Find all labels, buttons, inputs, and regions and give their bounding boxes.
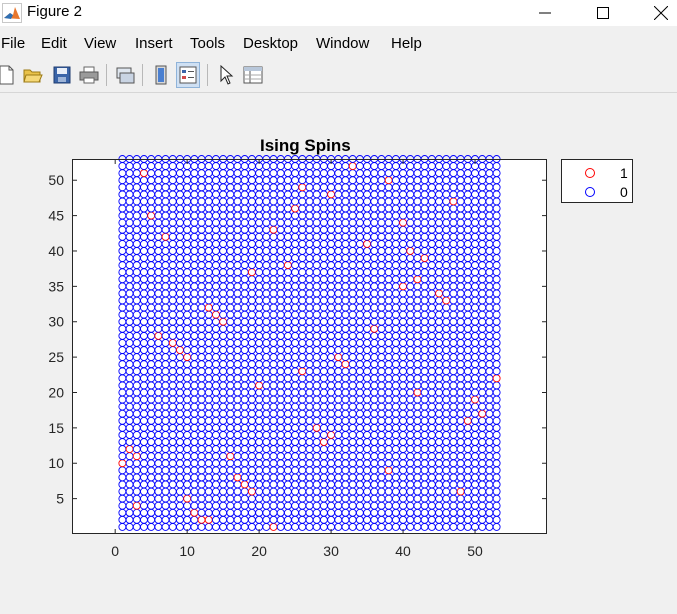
- toolbar-separator: [142, 64, 143, 86]
- menu-file[interactable]: File: [1, 35, 26, 52]
- edit-plot-arrow-icon: [220, 65, 234, 85]
- property-inspector-icon: [243, 66, 263, 84]
- legend-icon: [179, 66, 197, 84]
- menu-tools[interactable]: Tools: [190, 35, 226, 52]
- open-file-icon: [23, 69, 43, 83]
- toolbar-separator: [106, 64, 107, 86]
- new-figure-button[interactable]: [0, 62, 18, 88]
- toolbar-separator: [207, 64, 208, 86]
- save-icon: [53, 66, 71, 84]
- y-tick-label: 50: [48, 172, 64, 188]
- link-plot-button[interactable]: [113, 62, 137, 88]
- y-tick-label: 35: [48, 278, 64, 294]
- maximize-button[interactable]: [580, 0, 626, 26]
- x-tick-label: 0: [111, 543, 119, 559]
- x-tick-label: 30: [323, 543, 339, 559]
- red-circle-marker-icon: [585, 168, 595, 178]
- maximize-icon: [597, 7, 609, 19]
- matlab-logo-icon: [2, 3, 22, 23]
- menu-edit[interactable]: Edit: [41, 35, 67, 52]
- figure-toolbar: [0, 60, 677, 90]
- insert-colorbar-button[interactable]: [149, 62, 173, 88]
- x-tick-label: 20: [251, 543, 267, 559]
- insert-legend-button[interactable]: [176, 62, 200, 88]
- edit-plot-button[interactable]: [214, 62, 238, 88]
- y-tick-label: 30: [48, 314, 64, 330]
- legend-label-1: 1: [620, 165, 628, 181]
- close-icon: [654, 6, 668, 20]
- x-tick-label: 50: [467, 543, 483, 559]
- x-tick-label: 40: [395, 543, 411, 559]
- menu-insert[interactable]: Insert: [135, 35, 173, 52]
- menu-window[interactable]: Window: [316, 35, 370, 52]
- axes-box: [72, 159, 547, 534]
- save-button[interactable]: [50, 62, 74, 88]
- legend-label-0: 0: [620, 184, 628, 200]
- y-tick-label: 25: [48, 349, 64, 365]
- open-file-button[interactable]: [21, 62, 45, 88]
- y-tick-label: 10: [48, 455, 64, 471]
- y-tick-label: 15: [48, 420, 64, 436]
- blue-circle-marker-icon: [585, 187, 595, 197]
- minimize-icon: [539, 12, 551, 14]
- y-tick-label: 5: [56, 491, 64, 507]
- y-tick-label: 45: [48, 208, 64, 224]
- legend[interactable]: 1 0: [561, 159, 633, 203]
- print-button[interactable]: [77, 62, 101, 88]
- legend-entry-1: 1: [562, 164, 634, 182]
- window-title: Figure 2: [27, 3, 83, 20]
- y-tick-label: 20: [48, 384, 64, 400]
- axes-title: Ising Spins: [260, 136, 351, 155]
- toolbar-divider: [0, 92, 677, 93]
- menu-view[interactable]: View: [84, 35, 117, 52]
- colorbar-icon: [155, 65, 167, 85]
- property-inspector-button[interactable]: [241, 62, 265, 88]
- menu-bar: File Edit View Insert Tools Desktop Wind…: [0, 30, 677, 56]
- legend-entry-0: 0: [562, 183, 634, 201]
- new-figure-icon: [0, 65, 14, 85]
- x-tick-label: 10: [179, 543, 195, 559]
- link-plot-icon: [116, 67, 135, 84]
- menu-help[interactable]: Help: [391, 35, 422, 52]
- close-button[interactable]: [638, 0, 677, 26]
- y-tick-label: 40: [48, 243, 64, 259]
- minimize-button[interactable]: [522, 0, 568, 26]
- print-icon: [79, 66, 99, 84]
- window-title-bar: Figure 2: [0, 0, 677, 26]
- menu-desktop[interactable]: Desktop: [243, 35, 299, 52]
